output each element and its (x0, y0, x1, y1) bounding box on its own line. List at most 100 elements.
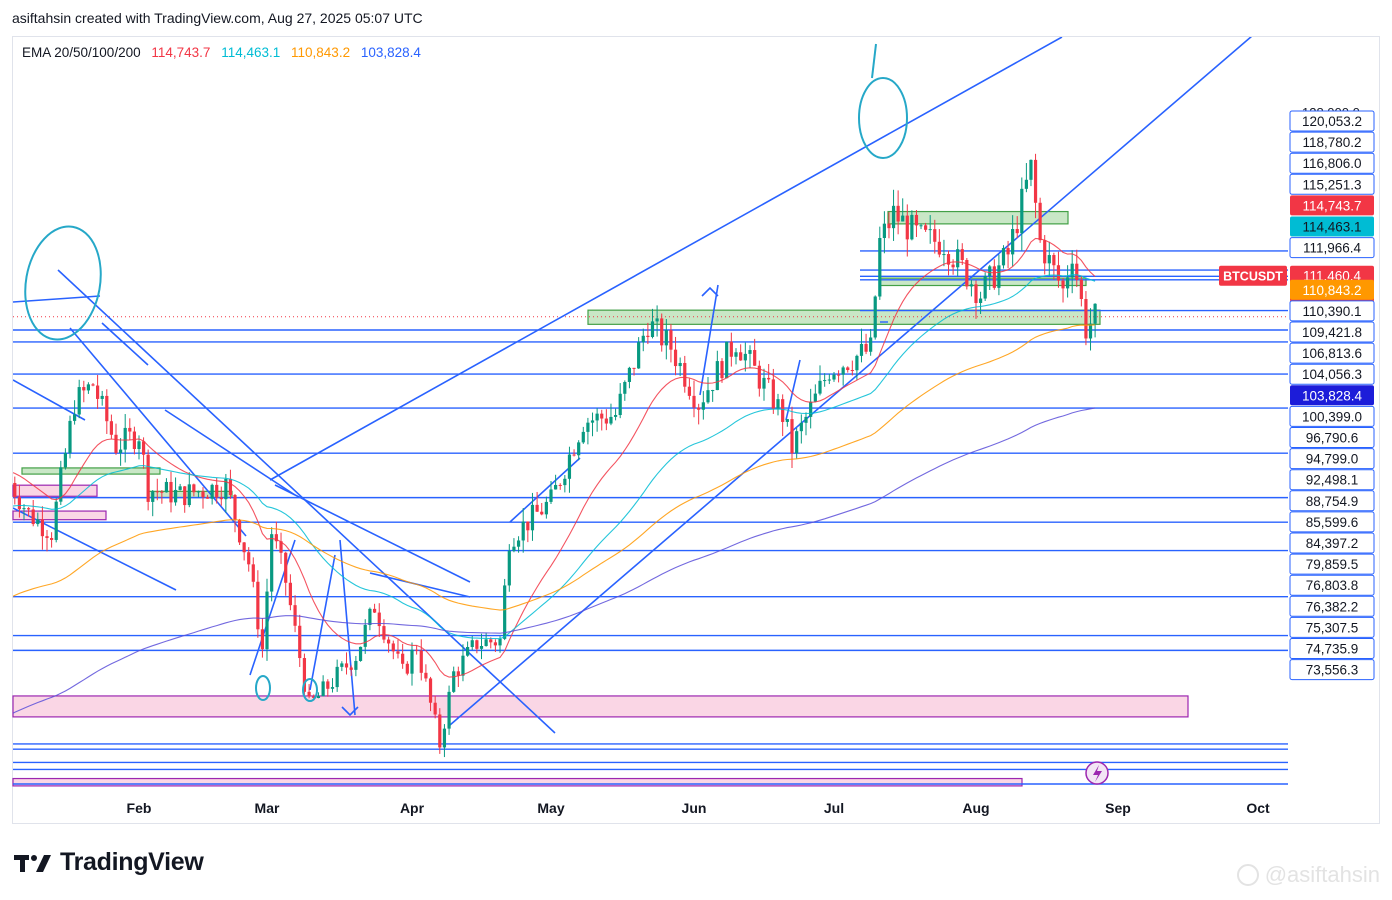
candle-down (372, 603, 377, 613)
candle-body (1075, 263, 1079, 280)
candle-up (701, 391, 705, 420)
candle-body (27, 508, 31, 510)
ema20-line (13, 237, 1096, 678)
candle-down (974, 280, 978, 319)
candle-down (781, 394, 785, 437)
candle-body (846, 367, 850, 371)
candle-up (265, 578, 269, 661)
candles (9, 153, 1097, 758)
candle-down (13, 476, 17, 505)
candle-body (312, 696, 316, 699)
candle-body (855, 355, 859, 371)
candle-down (687, 378, 691, 400)
candle-down (284, 551, 288, 596)
price-label-text: 76,382.2 (1306, 599, 1359, 614)
candle-down (27, 507, 31, 517)
candle-body (132, 431, 136, 450)
candle-up (586, 417, 590, 445)
lightning-icon (1085, 761, 1109, 785)
candle-down (933, 219, 937, 254)
candle-body (942, 254, 946, 256)
candle-down (247, 547, 251, 572)
ema-legend[interactable]: EMA 20/50/100/200 114,743.7 114,463.1 11… (22, 45, 428, 60)
candle-down (604, 409, 608, 431)
candle-up (100, 390, 104, 406)
tradingview-brand[interactable]: TradingView (14, 848, 204, 877)
candle-down (475, 639, 479, 654)
candle-up (1047, 241, 1051, 276)
candle-body (997, 265, 1001, 288)
candle-down (697, 403, 701, 425)
candle-body (951, 264, 955, 268)
candle-body (415, 649, 419, 651)
ema-lines (13, 237, 1096, 714)
candle-up (73, 400, 77, 425)
candle-body (901, 215, 905, 222)
candle-up (173, 477, 178, 506)
candle-up (330, 678, 335, 693)
candle-body (827, 379, 831, 381)
candle-down (790, 406, 794, 468)
price-label-text: 110,843.2 (1302, 283, 1361, 298)
candle-up (22, 504, 26, 521)
ema20-value: 114,743.7 (151, 45, 211, 60)
candle-up (827, 373, 831, 385)
candle-up (554, 474, 558, 490)
candle-down (9, 475, 12, 485)
candle-up (809, 388, 813, 429)
candle-body (767, 377, 771, 380)
price-label-blue: 100,399.0 (1289, 405, 1375, 427)
candle-body (192, 484, 196, 493)
trend-line (13, 379, 86, 421)
candle-up (678, 357, 682, 377)
price-label-box (1289, 321, 1375, 343)
candle-body (516, 540, 521, 547)
candle-body (316, 696, 321, 699)
candle-body (715, 361, 719, 391)
price-label-blue: 73,556.3 (1289, 659, 1375, 681)
candle-up (818, 365, 822, 396)
candle-body (946, 254, 951, 265)
candle-down (720, 358, 724, 383)
price-label-box (1289, 574, 1375, 596)
candle-body (372, 608, 377, 613)
candle-body (978, 298, 983, 303)
candle-body (739, 352, 743, 361)
candle-body (363, 624, 367, 647)
candle-up (316, 692, 321, 699)
candle-body (512, 546, 516, 551)
candle-body (905, 215, 909, 240)
candle-up (178, 483, 182, 491)
candle-body (627, 367, 632, 382)
candle-down (192, 483, 196, 497)
candle-body (228, 478, 233, 496)
candle-down (683, 355, 687, 393)
candle-down (493, 639, 497, 652)
price-label-box (1290, 216, 1374, 237)
hand-circle-jul (858, 77, 908, 159)
candle-up (762, 368, 766, 401)
candle-body (641, 335, 645, 343)
candle-body (160, 491, 164, 493)
candle-down (251, 557, 255, 588)
candle-body (251, 564, 255, 582)
candle-body (489, 639, 493, 643)
price-label-text: 94,799.0 (1306, 452, 1359, 467)
candle-up (507, 544, 511, 592)
price-label-text: 85,599.6 (1306, 515, 1359, 530)
candle-down (846, 366, 850, 373)
candle-body (377, 612, 381, 627)
candle-up (210, 483, 214, 505)
candle-body (461, 655, 465, 676)
tradingview-logo-icon (14, 854, 51, 872)
candle-body (969, 284, 974, 287)
candle-body (878, 238, 882, 297)
candle-up (224, 473, 228, 513)
x-tick-label: Feb (127, 800, 152, 816)
candle-body (650, 321, 655, 338)
candle-body (535, 504, 539, 512)
trend-line (13, 507, 177, 591)
candle-up (841, 365, 845, 386)
candle-body (479, 645, 484, 649)
